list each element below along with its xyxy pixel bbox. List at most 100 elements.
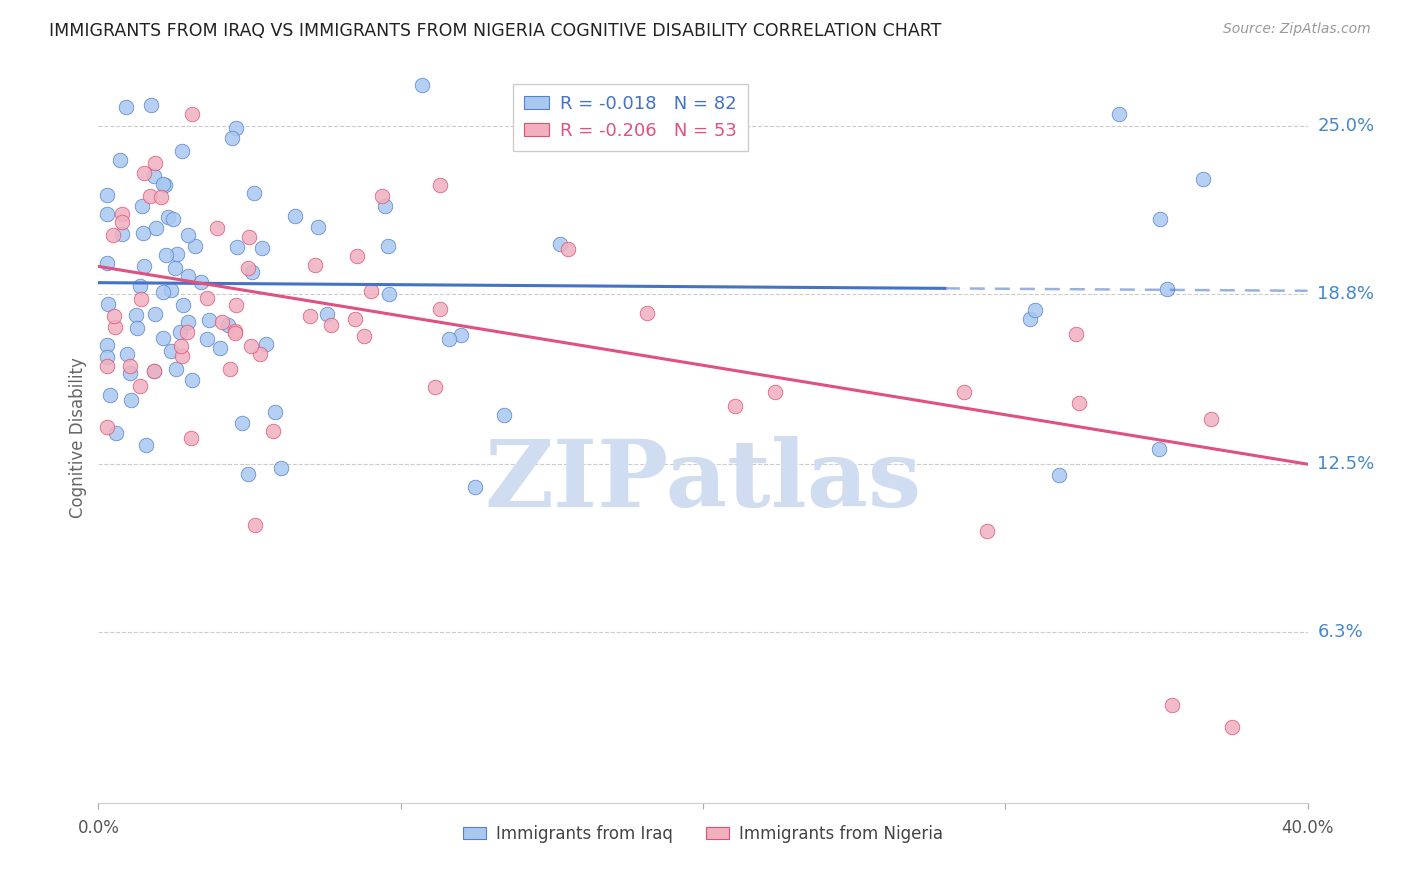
Point [170, 338, 193, 352]
Point [224, 326, 246, 341]
Point [548, 237, 571, 252]
Point [96, 420, 118, 434]
Point [225, 298, 247, 312]
Point [1049, 467, 1071, 482]
Text: 18.8%: 18.8% [1317, 285, 1374, 302]
Point [97, 297, 120, 311]
Point [226, 239, 249, 253]
Point [195, 291, 218, 305]
Point [976, 524, 998, 538]
Point [1069, 396, 1091, 410]
Point [217, 318, 239, 332]
Point [125, 308, 148, 322]
Point [120, 366, 142, 380]
Point [143, 307, 166, 321]
Point [96, 207, 118, 221]
Point [1199, 412, 1222, 426]
Point [557, 243, 579, 257]
Point [104, 425, 127, 440]
Point [166, 246, 188, 260]
Point [304, 258, 326, 272]
Point [183, 239, 205, 253]
Point [177, 227, 200, 242]
Point [110, 153, 132, 167]
Point [439, 332, 461, 346]
Point [129, 292, 152, 306]
Point [240, 264, 263, 278]
Point [374, 198, 396, 212]
Point [262, 424, 284, 438]
Point [236, 467, 259, 481]
Point [218, 362, 240, 376]
Point [181, 107, 204, 121]
Point [378, 286, 401, 301]
Point [101, 228, 124, 243]
Point [172, 298, 194, 312]
Point [1160, 698, 1182, 713]
Point [195, 332, 218, 346]
Point [120, 392, 142, 407]
Point [139, 97, 162, 112]
Point [129, 379, 152, 393]
Point [319, 318, 342, 332]
Y-axis label: Cognitive Disability: Cognitive Disability [69, 357, 87, 517]
Point [165, 362, 187, 376]
Point [270, 461, 292, 475]
Point [153, 178, 176, 193]
Point [170, 350, 193, 364]
Point [953, 384, 976, 399]
Point [152, 331, 174, 345]
Point [128, 278, 150, 293]
Point [1191, 171, 1213, 186]
Point [111, 207, 134, 221]
Point [1019, 312, 1042, 326]
Point [249, 347, 271, 361]
Point [254, 336, 277, 351]
Point [371, 189, 394, 203]
Text: 6.3%: 6.3% [1317, 624, 1362, 641]
Point [250, 241, 273, 255]
Point [96, 351, 118, 365]
Point [190, 276, 212, 290]
Point [135, 437, 157, 451]
Point [172, 144, 194, 158]
Point [139, 189, 162, 203]
Point [346, 249, 368, 263]
Point [149, 189, 172, 203]
Text: ZIPatlas: ZIPatlas [485, 436, 921, 526]
Point [96, 187, 118, 202]
Point [160, 283, 183, 297]
Point [180, 431, 202, 445]
Point [162, 211, 184, 226]
Point [377, 238, 399, 252]
Point [411, 78, 433, 92]
Point [98, 388, 121, 402]
Point [143, 155, 166, 169]
Point [142, 169, 165, 183]
Point [240, 339, 263, 353]
Point [132, 259, 155, 273]
Point [104, 319, 127, 334]
Text: Source: ZipAtlas.com: Source: ZipAtlas.com [1223, 22, 1371, 37]
Point [152, 177, 174, 191]
Point [177, 315, 200, 329]
Point [429, 178, 451, 193]
Point [299, 309, 322, 323]
Point [132, 166, 155, 180]
Point [157, 210, 180, 224]
Point [1156, 283, 1178, 297]
Point [724, 399, 747, 413]
Point [360, 285, 382, 299]
Point [103, 309, 125, 323]
Point [143, 364, 166, 378]
Point [169, 325, 191, 339]
Point [245, 517, 267, 532]
Point [231, 416, 253, 430]
Text: 25.0%: 25.0% [1317, 117, 1375, 135]
Point [429, 301, 451, 316]
Point [131, 199, 153, 213]
Point [344, 312, 367, 326]
Point [111, 227, 134, 241]
Point [224, 324, 246, 338]
Point [163, 261, 186, 276]
